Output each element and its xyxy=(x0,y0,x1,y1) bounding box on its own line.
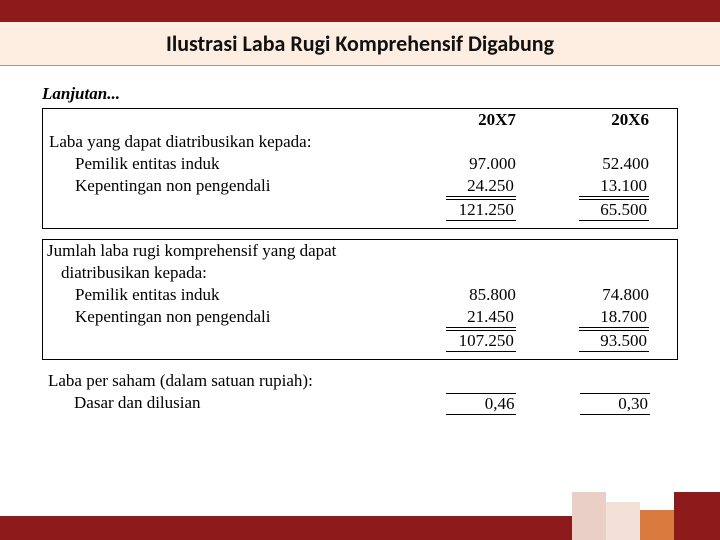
year-header-row: 20X7 20X6 xyxy=(43,109,677,131)
footer-decoration xyxy=(572,492,720,540)
row-value: 0,46 xyxy=(411,392,545,416)
section-3-heading: Laba per saham (dalam satuan rupiah): xyxy=(42,370,411,392)
table-row: Kepentingan non pengendali 24.250 13.100 xyxy=(43,175,677,198)
section-1-box: 20X7 20X6 Laba yang dapat diatribusikan … xyxy=(42,108,678,229)
table-row: Dasar dan dilusian 0,46 0,30 xyxy=(42,392,678,416)
row-value: 0,30 xyxy=(544,392,678,416)
table-row: diatribusikan kepada: xyxy=(43,262,677,284)
row-value: 21.450 xyxy=(411,306,544,329)
section-2-heading-line1: Jumlah laba rugi komprehensif yang dapat xyxy=(43,240,411,262)
section-2-heading-line2: diatribusikan kepada: xyxy=(43,262,411,284)
row-label: Kepentingan non pengendali xyxy=(43,175,411,198)
section-2-table: Jumlah laba rugi komprehensif yang dapat… xyxy=(43,240,677,359)
table-row: Jumlah laba rugi komprehensif yang dapat xyxy=(43,240,677,262)
table-row: Pemilik entitas induk 97.000 52.400 xyxy=(43,153,677,175)
section-1-table: 20X7 20X6 Laba yang dapat diatribusikan … xyxy=(43,109,677,228)
title-band: Ilustrasi Laba Rugi Komprehensif Digabun… xyxy=(0,22,720,66)
row-value: 24.250 xyxy=(411,175,544,198)
content-area: Lanjutan... 20X7 20X6 Laba yang dapat di… xyxy=(0,66,720,416)
deco-block xyxy=(572,492,606,540)
year-col-1: 20X7 xyxy=(411,109,544,131)
deco-block xyxy=(606,502,640,540)
page-title: Ilustrasi Laba Rugi Komprehensif Digabun… xyxy=(0,30,720,57)
total-value: 121.250 xyxy=(411,198,544,222)
deco-block xyxy=(674,492,720,540)
total-value: 93.500 xyxy=(544,329,677,353)
row-label: Pemilik entitas induk xyxy=(43,284,411,306)
row-value: 13.100 xyxy=(544,175,677,198)
section-3-table: Laba per saham (dalam satuan rupiah): Da… xyxy=(42,370,678,416)
total-row: 121.250 65.500 xyxy=(43,198,677,222)
table-row: Kepentingan non pengendali 21.450 18.700 xyxy=(43,306,677,329)
row-value: 18.700 xyxy=(544,306,677,329)
top-brand-bar xyxy=(0,0,720,22)
year-col-2: 20X6 xyxy=(544,109,677,131)
row-label: Kepentingan non pengendali xyxy=(43,306,411,329)
section-2-box: Jumlah laba rugi komprehensif yang dapat… xyxy=(42,239,678,360)
row-value: 74.800 xyxy=(544,284,677,306)
row-value: 97.000 xyxy=(411,153,544,175)
table-row: Laba per saham (dalam satuan rupiah): xyxy=(42,370,678,392)
continuation-label: Lanjutan... xyxy=(42,84,678,104)
total-value: 65.500 xyxy=(544,198,677,222)
total-row: 107.250 93.500 xyxy=(43,329,677,353)
total-value: 107.250 xyxy=(411,329,544,353)
row-value: 52.400 xyxy=(544,153,677,175)
row-label: Pemilik entitas induk xyxy=(43,153,411,175)
row-value: 85.800 xyxy=(411,284,544,306)
section-1-heading: Laba yang dapat diatribusikan kepada: xyxy=(43,131,411,153)
row-label: Dasar dan dilusian xyxy=(42,392,411,416)
deco-block xyxy=(640,510,674,540)
table-row: Laba yang dapat diatribusikan kepada: xyxy=(43,131,677,153)
table-row: Pemilik entitas induk 85.800 74.800 xyxy=(43,284,677,306)
